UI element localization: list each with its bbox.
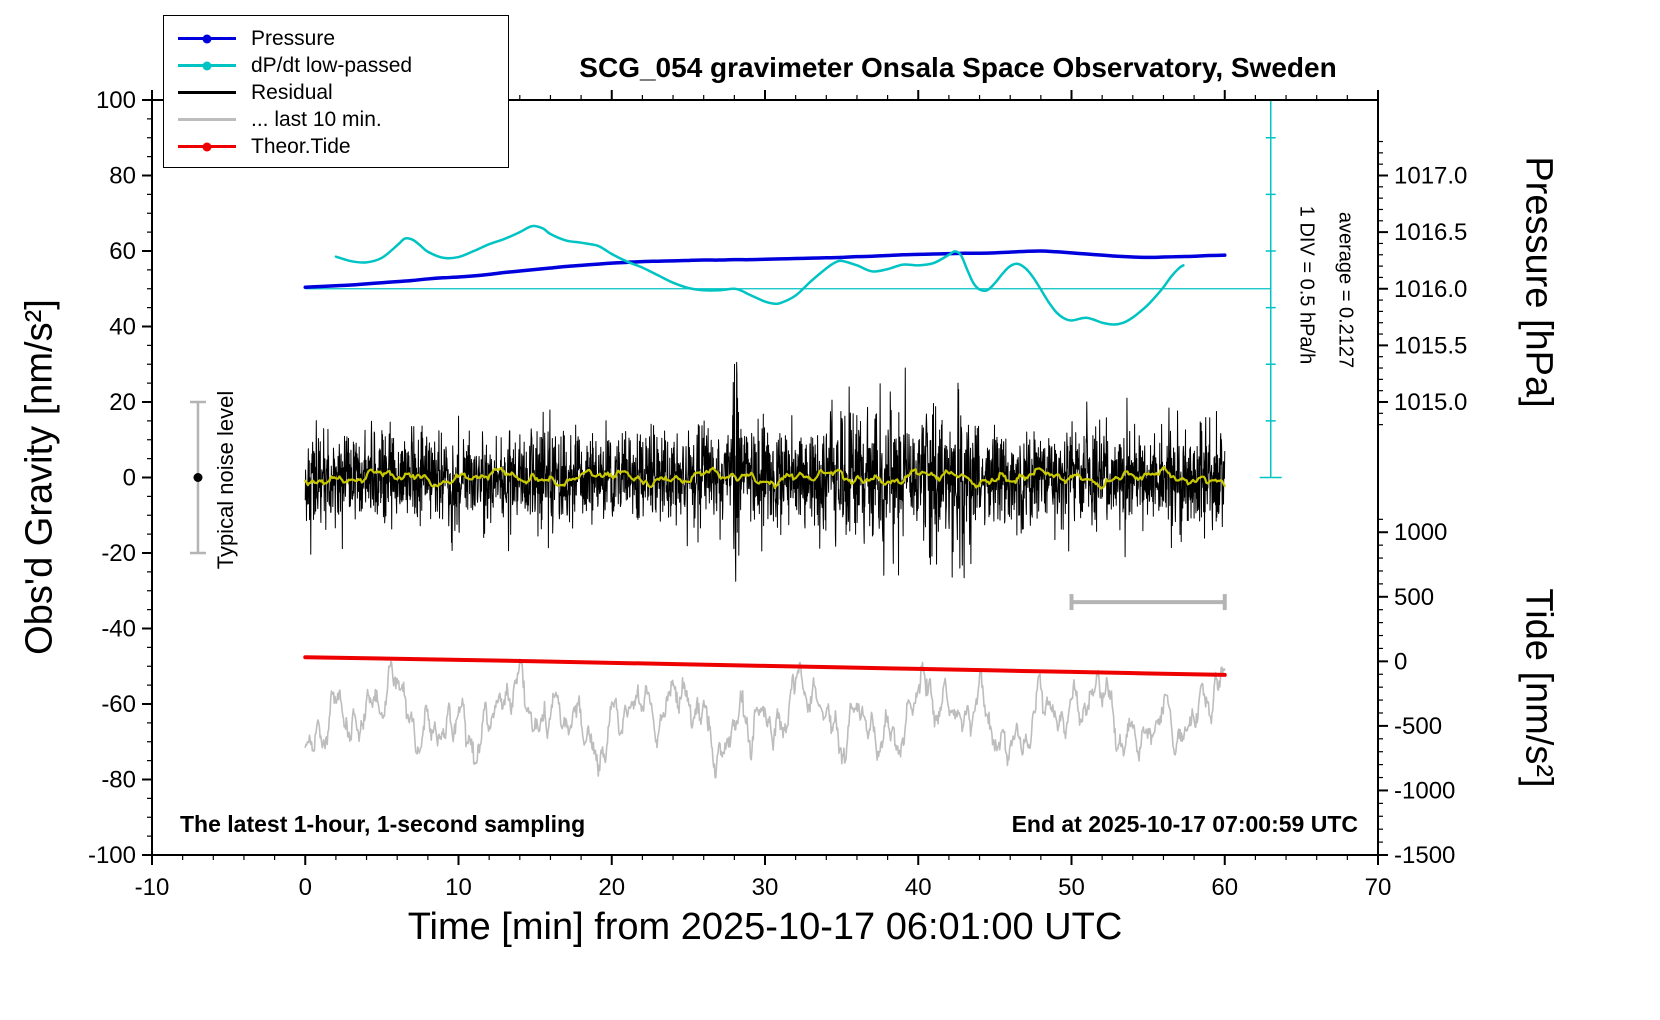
svg-text:-1000: -1000 xyxy=(1394,777,1455,804)
legend-item-dpdt: dP/dt low-passed xyxy=(178,53,496,78)
svg-text:1016.5: 1016.5 xyxy=(1394,219,1467,246)
legend-item-theortide: Theor.Tide xyxy=(178,134,496,159)
legend-item-pressure: Pressure xyxy=(178,26,496,51)
svg-text:50: 50 xyxy=(1058,874,1085,901)
svg-text:-10: -10 xyxy=(135,874,170,901)
legend-label: dP/dt low-passed xyxy=(251,53,413,77)
svg-text:-100: -100 xyxy=(88,842,136,869)
svg-text:20: 20 xyxy=(109,389,136,416)
svg-text:1017.0: 1017.0 xyxy=(1394,163,1467,190)
svg-text:1015.0: 1015.0 xyxy=(1394,389,1467,416)
svg-text:0: 0 xyxy=(299,874,312,901)
svg-text:1000: 1000 xyxy=(1394,519,1447,546)
svg-text:100: 100 xyxy=(96,87,136,114)
svg-text:-80: -80 xyxy=(101,767,136,794)
last10min-line-icon xyxy=(178,114,236,125)
svg-text:10: 10 xyxy=(445,874,472,901)
div-scale-annotation: 1 DIV = 0.5 hPa/h xyxy=(1295,205,1318,365)
svg-text:0: 0 xyxy=(123,465,136,492)
svg-text:-1500: -1500 xyxy=(1394,842,1455,869)
legend-label: Theor.Tide xyxy=(251,134,351,158)
svg-text:500: 500 xyxy=(1394,584,1434,611)
svg-text:-60: -60 xyxy=(101,691,136,718)
noise-level-annotation: Typical noise level xyxy=(213,390,238,570)
legend-label: ... last 10 min. xyxy=(251,107,382,131)
svg-text:1016.0: 1016.0 xyxy=(1394,276,1467,303)
svg-text:1015.5: 1015.5 xyxy=(1394,332,1467,359)
svg-text:70: 70 xyxy=(1365,874,1392,901)
svg-text:-20: -20 xyxy=(101,540,136,567)
y-axis-label-pressure: Pressure [hPa] xyxy=(1517,156,1560,408)
theortide-line-icon xyxy=(178,141,236,152)
y-axis-label-tide: Tide [nm/s²] xyxy=(1517,588,1560,788)
x-axis-label: Time [min] from 2025-10-17 06:01:00 UTC xyxy=(407,906,1123,948)
svg-text:-40: -40 xyxy=(101,616,136,643)
svg-text:40: 40 xyxy=(905,874,932,901)
end-time-note: End at 2025-10-17 07:00:59 UTC xyxy=(1011,811,1358,837)
legend: Pressure dP/dt low-passed Residual ... l… xyxy=(163,15,509,168)
average-annotation: average = 0.2127 xyxy=(1334,211,1357,369)
dpdt-line-icon xyxy=(178,60,236,71)
pressure-line-icon xyxy=(178,33,236,44)
svg-text:60: 60 xyxy=(109,238,136,265)
svg-text:40: 40 xyxy=(109,314,136,341)
y-axis-label-gravity: Obs'd Gravity [nm/s²] xyxy=(18,299,61,655)
legend-label: Residual xyxy=(251,80,333,104)
legend-item-last10min: ... last 10 min. xyxy=(178,107,496,132)
svg-text:30: 30 xyxy=(752,874,779,901)
svg-text:60: 60 xyxy=(1211,874,1238,901)
sampling-note: The latest 1-hour, 1-second sampling xyxy=(180,811,586,837)
svg-text:-500: -500 xyxy=(1394,713,1442,740)
chart-title: SCG_054 gravimeter Onsala Space Observat… xyxy=(579,52,1337,83)
legend-label: Pressure xyxy=(251,26,336,50)
svg-text:0: 0 xyxy=(1394,648,1407,675)
legend-item-residual: Residual xyxy=(178,80,496,105)
residual-line-icon xyxy=(178,87,236,98)
svg-text:20: 20 xyxy=(598,874,625,901)
svg-text:80: 80 xyxy=(109,163,136,190)
